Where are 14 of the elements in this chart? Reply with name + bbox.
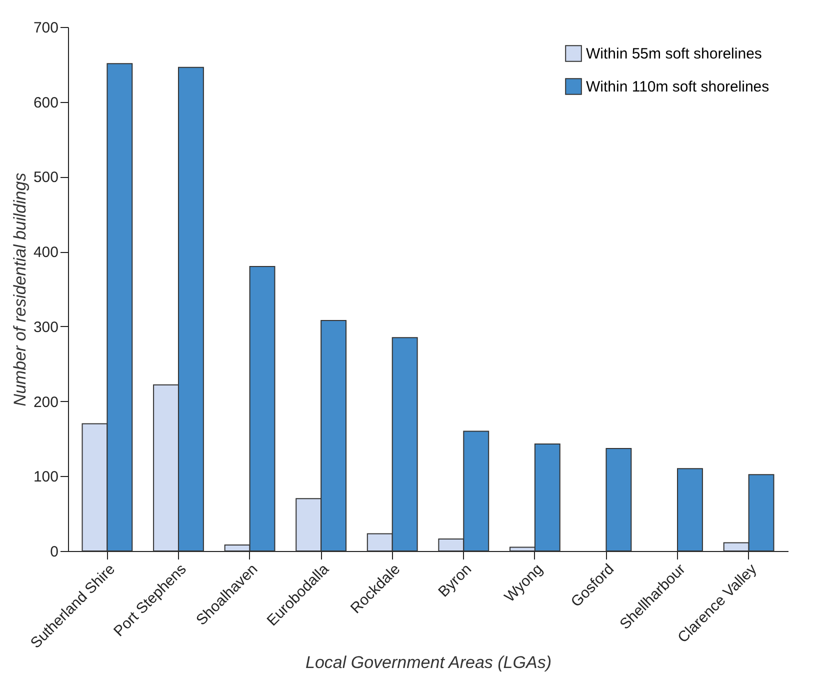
- y-tick-label: 700: [33, 20, 58, 36]
- y-tick-label: 0: [50, 544, 58, 560]
- y-tick-label: 100: [33, 468, 58, 486]
- x-axis-title: Local Government Areas (LGAs): [306, 653, 552, 672]
- bar: [677, 468, 703, 552]
- bar: [606, 448, 632, 552]
- y-tick-label: 500: [33, 169, 58, 186]
- y-tick-label: 200: [33, 394, 58, 411]
- y-tick-label: 300: [33, 318, 58, 336]
- y-tick-label: 400: [33, 244, 58, 262]
- legend-label: Within 55m soft shorelines: [586, 46, 762, 62]
- y-tick-label: 600: [33, 94, 58, 112]
- y-axis-title: Number of residential buildings: [10, 172, 30, 406]
- legend-label: Within 110m soft shorelines: [586, 78, 770, 96]
